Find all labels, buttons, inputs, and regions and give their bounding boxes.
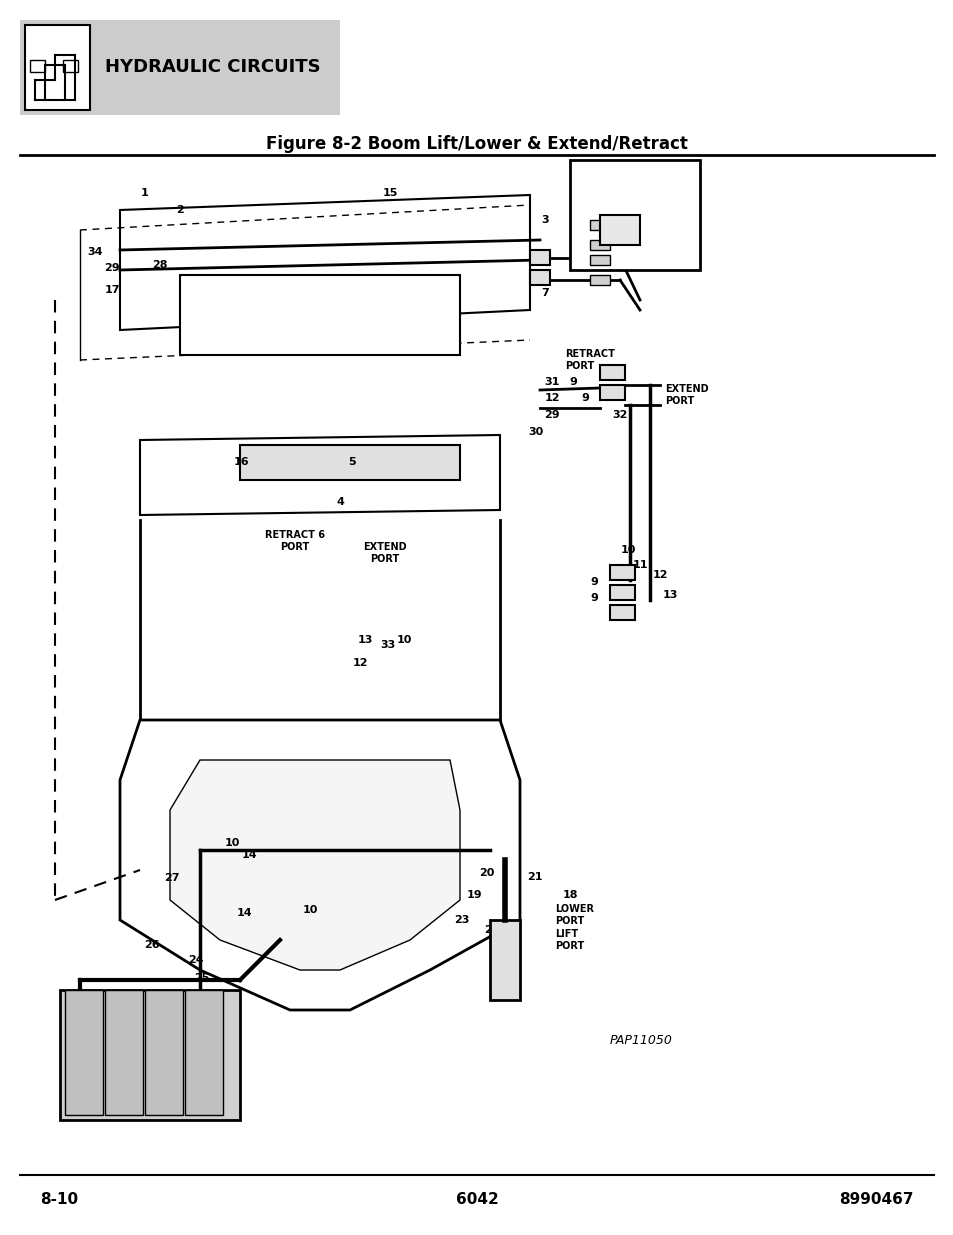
Text: 9: 9 [590,577,598,587]
Text: 34: 34 [87,247,103,257]
Text: 8: 8 [598,217,606,227]
Bar [569,161,700,270]
Bar [65,990,103,1115]
Text: 9: 9 [569,377,577,387]
Bar [63,61,78,72]
Bar [185,990,223,1115]
Text: EXTEND
PORT: EXTEND PORT [363,542,406,563]
Polygon shape [120,195,530,330]
Text: RETRACT 6
PORT: RETRACT 6 PORT [265,530,325,552]
Text: 12: 12 [652,571,667,580]
Text: 8-10: 8-10 [40,1193,78,1208]
Text: 30: 30 [528,427,543,437]
Text: 7: 7 [540,288,548,298]
Text: 5: 5 [348,457,355,467]
Bar [589,254,609,266]
Text: 12: 12 [352,658,367,668]
Bar [25,25,90,110]
Text: HYDRAULIC CIRCUITS: HYDRAULIC CIRCUITS [105,58,320,77]
Text: 17: 17 [104,285,120,295]
Polygon shape [120,720,519,1010]
Text: Figure 8-2 Boom Lift/Lower & Extend/Retract: Figure 8-2 Boom Lift/Lower & Extend/Retr… [266,135,687,153]
Bar [599,385,624,400]
Text: 9: 9 [590,593,598,603]
Text: 8990467: 8990467 [839,1193,913,1208]
Text: 16: 16 [233,457,250,467]
Bar [145,990,183,1115]
Text: 6042: 6042 [456,1193,497,1208]
Text: 4: 4 [146,1015,153,1025]
Text: 3: 3 [540,215,548,225]
Bar [530,270,550,285]
Bar [609,585,635,600]
Bar [609,605,635,620]
Text: RETRACT
PORT: RETRACT PORT [564,350,615,370]
Text: 24: 24 [188,955,204,965]
Text: LOWER
PORT: LOWER PORT [555,904,594,926]
Text: LIFT
PORT: LIFT PORT [555,929,583,951]
Bar [30,61,45,72]
Text: EXTEND
PORT: EXTEND PORT [664,384,708,406]
Text: 10: 10 [302,905,317,915]
Text: 9: 9 [580,393,588,403]
Bar [609,564,635,580]
Text: 26: 26 [144,940,160,950]
Text: 13: 13 [357,635,373,645]
Bar [180,275,459,354]
Text: 10: 10 [224,839,239,848]
Text: 4: 4 [335,496,344,508]
Bar [599,215,639,245]
Bar [530,249,550,266]
Bar [589,275,609,285]
Bar [589,220,609,230]
Text: 31: 31 [544,377,559,387]
Text: 33: 33 [380,640,395,650]
Text: 19: 19 [467,890,482,900]
Bar [105,990,143,1115]
Polygon shape [140,435,499,515]
Bar [240,445,459,480]
Text: 11: 11 [632,559,647,571]
Bar [599,366,624,380]
Text: 8: 8 [676,185,683,195]
Text: PAP11050: PAP11050 [609,1034,672,1046]
Text: 21: 21 [527,872,542,882]
Text: 14: 14 [237,908,253,918]
Text: 18: 18 [561,890,578,900]
Bar [490,920,519,1000]
Text: 12: 12 [543,393,559,403]
Polygon shape [170,760,459,969]
Text: 27: 27 [164,873,179,883]
Text: 10: 10 [395,635,412,645]
Text: 2: 2 [176,205,184,215]
Bar [589,240,609,249]
Text: 29: 29 [543,410,559,420]
Text: 29: 29 [104,263,120,273]
Text: 8: 8 [598,170,606,182]
Text: 15: 15 [382,188,397,198]
Text: 20: 20 [478,868,495,878]
Text: 25: 25 [194,973,210,983]
Text: 14: 14 [242,850,257,860]
Text: 22: 22 [484,925,499,935]
Text: 10: 10 [619,545,635,555]
Bar [20,20,339,115]
Text: 13: 13 [661,590,677,600]
Bar [60,990,240,1120]
Text: 8: 8 [676,205,683,215]
Text: 23: 23 [454,915,469,925]
Text: 1: 1 [141,188,149,198]
Text: 32: 32 [612,410,627,420]
Text: 28: 28 [152,261,168,270]
